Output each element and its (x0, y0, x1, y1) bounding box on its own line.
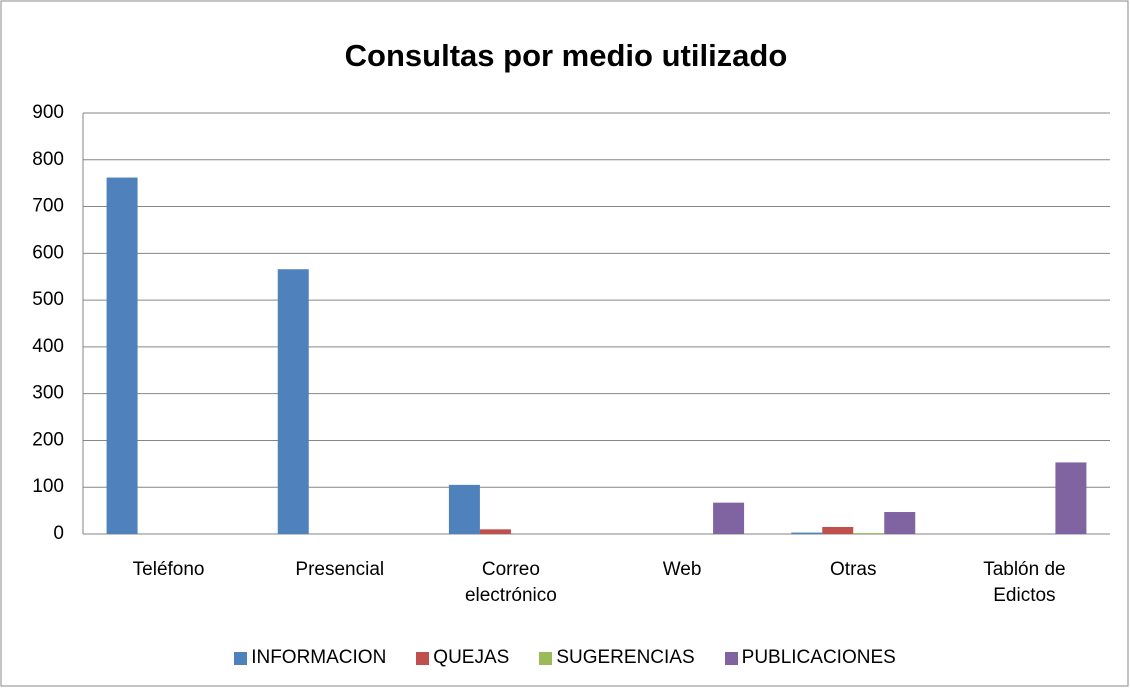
legend-swatch (724, 651, 738, 665)
chart-title: Consultas por medio utilizado (345, 38, 788, 73)
y-tick-label: 900 (32, 102, 64, 123)
legend-swatch (416, 651, 430, 665)
legend-item: QUEJAS (416, 647, 509, 669)
bar (106, 177, 138, 534)
bar (713, 502, 745, 534)
y-tick-label: 600 (32, 242, 64, 263)
bar (479, 529, 511, 534)
legend-label: INFORMACION (251, 647, 387, 668)
legend-label: QUEJAS (433, 647, 510, 668)
bar (822, 526, 854, 534)
legend: INFORMACION QUEJAS SUGERENCIAS PUBLICACIONE… (0, 647, 1130, 669)
legend-item: SUGERENCIAS (539, 647, 695, 669)
x-tick-label: Otras (830, 559, 877, 580)
legend-swatch (539, 651, 553, 665)
y-tick-label: 400 (32, 336, 64, 357)
x-tick-label: Correo electrónico (464, 559, 557, 606)
y-tick-label: 500 (32, 289, 64, 310)
y-tick-label: 100 (32, 476, 64, 497)
legend-label: SUGERENCIAS (556, 647, 695, 668)
y-tick-label: 300 (32, 383, 64, 404)
legend-item: INFORMACION (234, 647, 386, 669)
y-tick-label: 200 (32, 429, 64, 450)
y-tick-label: 700 (32, 196, 64, 217)
y-tick-label: 0 (53, 523, 64, 544)
bar (448, 484, 480, 534)
bar (791, 532, 823, 534)
x-tick-label: Teléfono (132, 559, 205, 580)
bar (277, 269, 309, 534)
bar (884, 512, 916, 534)
bar (1055, 462, 1087, 534)
legend-item: PUBLICACIONES (724, 647, 896, 669)
x-tick-label: Web (662, 559, 702, 580)
x-tick-label: Presencial (295, 559, 385, 580)
legend-label: PUBLICACIONES (741, 647, 896, 668)
legend-swatch (234, 651, 248, 665)
y-tick-label: 800 (32, 149, 64, 170)
x-tick-label: Tablón de Edictos (983, 559, 1066, 606)
bar (853, 533, 885, 534)
